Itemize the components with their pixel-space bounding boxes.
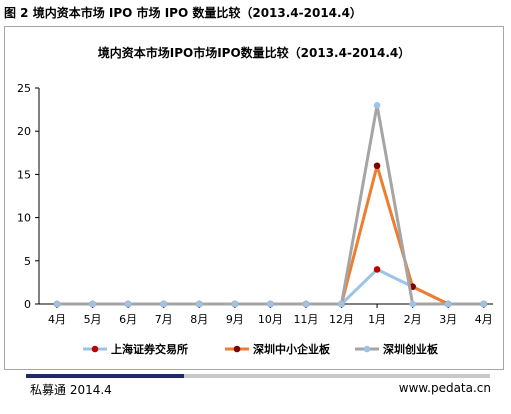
y-tick-label: 25	[17, 82, 31, 95]
legend-item: 深圳中小企业板	[225, 342, 331, 356]
data-point	[373, 266, 381, 273]
x-tick-label: 5月	[84, 313, 102, 326]
x-tick-label: 4月	[48, 313, 66, 326]
data-point	[444, 300, 452, 308]
series-line	[57, 103, 484, 306]
data-point	[302, 300, 310, 308]
data-point	[338, 300, 345, 308]
data-point	[231, 300, 239, 308]
series-line	[57, 164, 484, 306]
footer-bar-dark	[26, 374, 184, 378]
x-tick-label: 7月	[155, 313, 173, 326]
x-tick-label: 1月	[368, 313, 386, 326]
y-tick-label: 15	[17, 168, 31, 181]
data-point	[195, 300, 203, 308]
data-point	[373, 101, 381, 109]
x-tick-label: 8月	[190, 313, 208, 326]
legend-swatch-marker	[91, 345, 99, 353]
chart-container: 境内资本市场IPO市场IPO数量比较（2013.4-2014.4） 0 5 10 15…	[4, 26, 504, 370]
footer-source: 私募通 2014.4	[30, 383, 112, 397]
legend: 上海证券交易所 深圳中小企业板 深圳创业板	[83, 342, 439, 356]
series-line	[57, 267, 484, 306]
series-lines	[53, 101, 488, 308]
data-point	[267, 300, 274, 308]
legend-label: 深圳中小企业板	[253, 342, 331, 356]
data-point	[409, 300, 416, 308]
legend-item: 上海证券交易所	[83, 342, 188, 356]
x-tick-label: 2月	[404, 313, 422, 326]
x-tick-label: 9月	[226, 313, 244, 326]
legend-swatch-marker	[233, 345, 241, 353]
x-tick-label: 11月	[293, 313, 318, 326]
series-3	[53, 101, 488, 308]
x-tick-label: 3月	[439, 313, 457, 326]
data-point	[89, 300, 96, 308]
data-point	[373, 162, 381, 170]
y-tick-label: 5	[24, 255, 31, 268]
y-tick-label: 10	[17, 212, 31, 225]
x-axis: 4月 5月 6月 7月 8月 9月 10月 11月 12月 1月 2月 3月 4月	[39, 303, 493, 326]
x-tick-label: 10月	[258, 313, 283, 326]
chart-title: 境内资本市场IPO市场IPO数量比较（2013.4-2014.4）	[98, 45, 411, 60]
line-chart: 境内资本市场IPO市场IPO数量比较（2013.4-2014.4） 0 5 10 15…	[17, 45, 493, 356]
x-tick-label: 4月	[475, 313, 493, 326]
data-point	[53, 300, 61, 308]
legend-item: 深圳创业板	[355, 342, 439, 356]
y-tick-label: 0	[24, 298, 31, 311]
figure-caption: 图 2 境内资本市场 IPO 市场 IPO 数量比较（2013.4-2014.4…	[4, 6, 362, 20]
y-axis: 0 5 10 15 20 25	[17, 82, 40, 311]
footer-bar-light	[184, 374, 490, 378]
x-tick-label: 6月	[119, 313, 137, 326]
x-tick-label: 12月	[329, 313, 354, 326]
data-point	[124, 300, 132, 308]
series-2	[53, 162, 488, 308]
data-point	[160, 300, 167, 308]
legend-swatch-marker	[363, 345, 371, 353]
data-point	[480, 300, 488, 308]
legend-label: 深圳创业板	[383, 342, 439, 356]
legend-label: 上海证券交易所	[111, 342, 188, 356]
footer-website: www.pedata.cn	[398, 381, 491, 395]
y-tick-label: 20	[17, 125, 31, 138]
